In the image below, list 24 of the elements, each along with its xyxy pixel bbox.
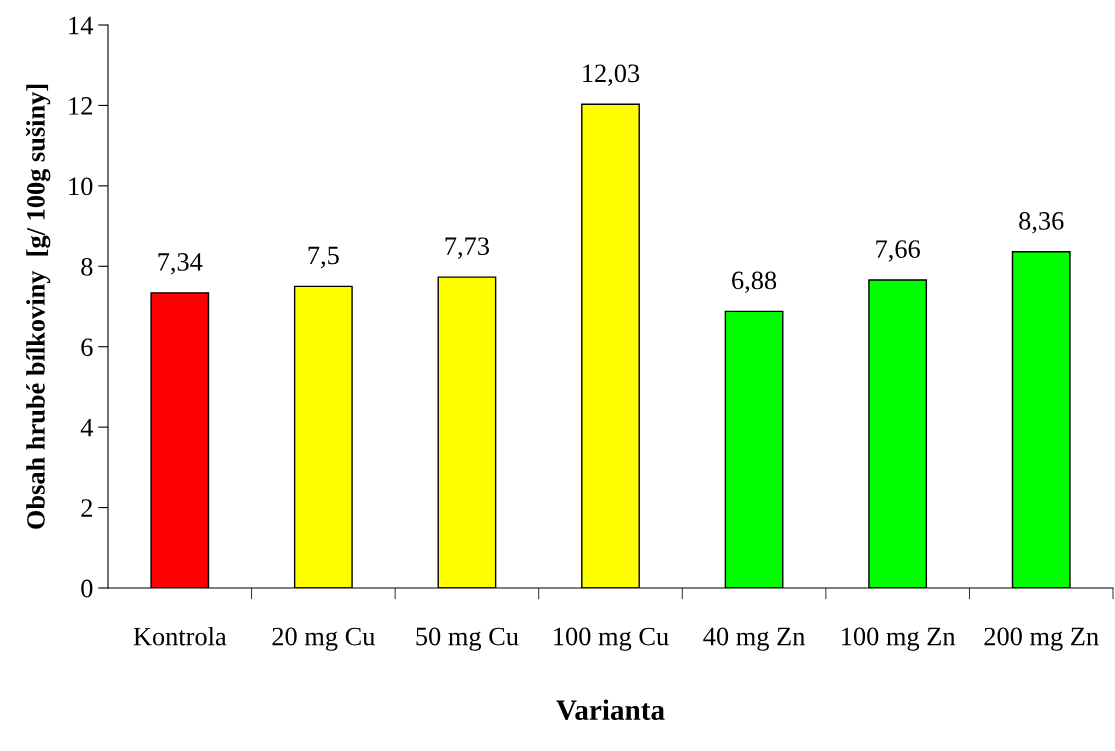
x-tick-label: 40 mg Zn <box>703 627 805 651</box>
x-tick-label: 100 mg Zn <box>842 627 956 651</box>
x-axis-title: Varianta <box>556 699 665 721</box>
y-tick-label: 14 <box>69 16 93 35</box>
data-label: 12,03 <box>583 64 640 86</box>
data-label: 7,66 <box>876 240 920 262</box>
y-tick-label: 0 <box>81 579 93 598</box>
x-tick-label: 20 mg Cu <box>272 627 375 651</box>
data-label: 6,88 <box>732 271 777 294</box>
x-tick-label: 50 mg Cu <box>416 627 519 651</box>
y-tick-label: 8 <box>81 257 93 276</box>
data-label: 7,5 <box>308 246 339 269</box>
x-tick-label: Kontrola <box>133 626 227 646</box>
y-tick-label: 2 <box>81 499 92 517</box>
data-label: 8,36 <box>1019 211 1064 234</box>
y-tick-label: 10 <box>69 177 93 196</box>
x-tick-label: 100 mg Cu <box>554 627 669 651</box>
y-tick-label: 4 <box>80 418 93 437</box>
y-axis-title: Obsah hrubé bílkoviny [g/ 100g sušiny] <box>25 84 51 529</box>
data-label: 7,34 <box>158 253 203 275</box>
y-tick-label: 6 <box>81 338 93 357</box>
data-label: 7,73 <box>445 237 489 259</box>
x-tick-label: 200 mg Zn <box>984 627 1099 651</box>
y-tick-label: 12 <box>69 97 92 115</box>
